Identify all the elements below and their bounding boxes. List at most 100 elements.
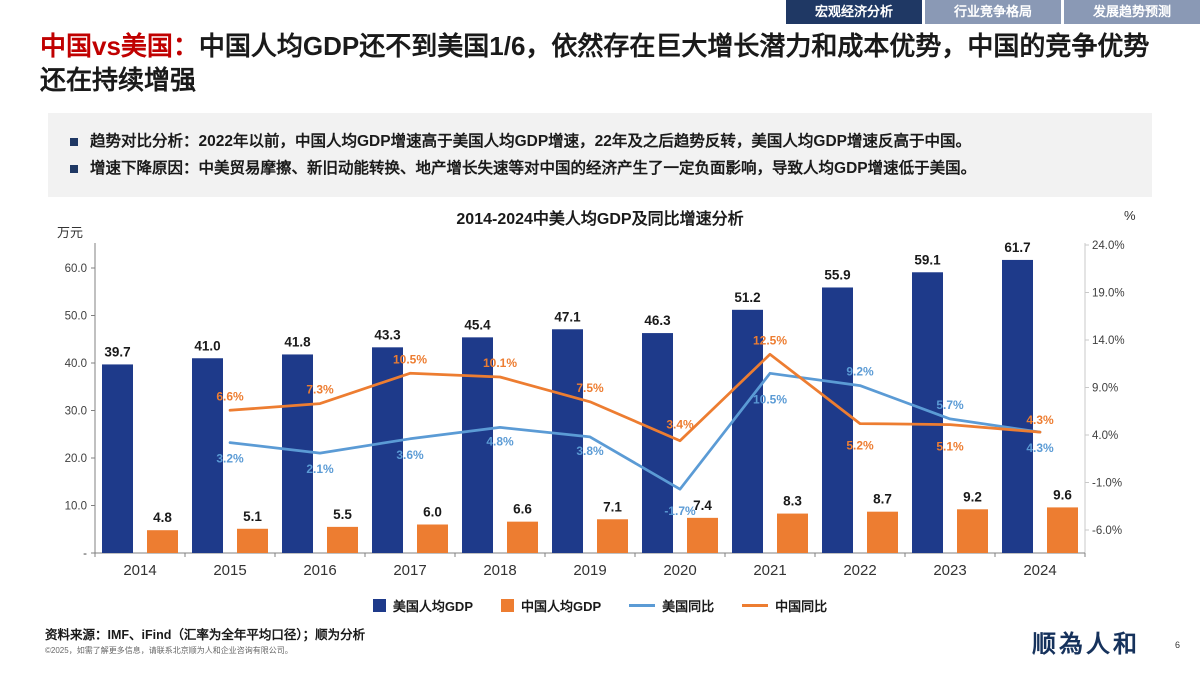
svg-text:12.5%: 12.5%	[753, 333, 787, 347]
tab-trend-forecast[interactable]: 发展趋势预测	[1064, 0, 1200, 24]
svg-text:10.5%: 10.5%	[753, 392, 787, 406]
copyright-note: ©2025，如需了解更多信息，请联系北京顺为人和企业咨询有限公司。	[45, 646, 293, 655]
cn-yoy-line-swatch-icon	[742, 604, 769, 607]
svg-text:3.8%: 3.8%	[576, 444, 604, 458]
title-rest: 中国人均GDP还不到美国1/6，依然存在巨大增长潜力和成本优势，中国的竞争优势还…	[40, 31, 1150, 95]
gdp-combo-chart: 60.0 50.0 40.0 30.0 20.0 10.0 - 24.0% 19.0% 14.0%…	[65, 240, 1125, 579]
svg-text:10.5%: 10.5%	[393, 352, 427, 366]
svg-text:41.8: 41.8	[284, 334, 311, 349]
svg-text:8.3: 8.3	[783, 494, 802, 509]
svg-text:7.5%: 7.5%	[576, 381, 604, 395]
svg-text:59.1: 59.1	[914, 252, 941, 267]
svg-text:-1.7%: -1.7%	[664, 504, 696, 518]
svg-text:50.0: 50.0	[65, 311, 87, 323]
legend-label: 中国人均GDP	[520, 599, 602, 614]
page-title: 中国vs美国：中国人均GDP还不到美国1/6，依然存在巨大增长潜力和成本优势，中…	[40, 30, 1170, 98]
svg-text:5.5: 5.5	[333, 507, 352, 522]
svg-text:9.2: 9.2	[963, 489, 982, 504]
bullet-slowdown-reason: 增速下降原因：中美贸易摩擦、新旧动能转换、地产增长失速等对中国的经济产生了一定负…	[70, 158, 1130, 180]
svg-text:30.0: 30.0	[65, 406, 87, 418]
svg-text:2024: 2024	[1023, 562, 1056, 579]
bullet-square-icon	[70, 164, 78, 173]
svg-text:39.7: 39.7	[104, 344, 130, 359]
svg-text:5.2%: 5.2%	[846, 439, 874, 453]
svg-text:47.1: 47.1	[554, 309, 581, 324]
chart-legend: 美国人均GDP 中国人均GDP 美国同比 中国同比	[0, 596, 1200, 615]
svg-text:2023: 2023	[933, 562, 966, 579]
tab-industry-competition[interactable]: 行业竞争格局	[925, 0, 1061, 24]
bullet-text: 中美贸易摩擦、新旧动能转换、地产增长失速等对中国的经济产生了一定负面影响，导致人…	[198, 159, 977, 177]
svg-text:41.0: 41.0	[194, 338, 220, 353]
legend-label: 中国同比	[775, 599, 828, 614]
legend-item-cn-yoy: 中国同比	[742, 596, 827, 615]
svg-text:2018: 2018	[483, 562, 516, 579]
svg-text:9.2%: 9.2%	[846, 365, 874, 379]
svg-text:14.0%: 14.0%	[1092, 335, 1125, 347]
legend-label: 美国人均GDP	[392, 599, 473, 614]
bullet-square-icon	[70, 138, 78, 146]
nav-tabs: 宏观经济分析 行业竞争格局 发展趋势预测	[786, 0, 1200, 24]
svg-text:7.3%: 7.3%	[306, 383, 334, 397]
svg-text:45.4: 45.4	[464, 317, 491, 332]
legend-item-us-gdp: 美国人均GDP	[372, 596, 473, 615]
svg-text:3.4%: 3.4%	[666, 418, 694, 432]
svg-text:46.3: 46.3	[644, 313, 671, 328]
svg-text:6.0: 6.0	[423, 505, 442, 520]
bullet-lead: 趋势对比分析：	[90, 133, 199, 150]
bullet-trend-comparison: 趋势对比分析：2022年以前，中国人均GDP增速高于美国人均GDP增速，22年及…	[70, 131, 1130, 153]
svg-text:3.6%: 3.6%	[396, 448, 424, 462]
svg-text:55.9: 55.9	[824, 267, 850, 282]
svg-text:-6.0%: -6.0%	[1092, 525, 1122, 537]
svg-text:2020: 2020	[663, 562, 696, 579]
svg-text:20.0: 20.0	[65, 453, 87, 465]
svg-text:-: -	[83, 548, 87, 560]
svg-text:4.8: 4.8	[153, 510, 172, 525]
svg-text:6.6: 6.6	[513, 502, 532, 517]
svg-text:5.7%: 5.7%	[936, 398, 964, 412]
bullet-text-wrap: 趋势对比分析：2022年以前，中国人均GDP增速高于美国人均GDP增速，22年及…	[90, 131, 971, 153]
svg-text:-1.0%: -1.0%	[1092, 478, 1122, 490]
svg-text:9.0%: 9.0%	[1092, 383, 1118, 395]
svg-text:2015: 2015	[213, 562, 246, 579]
svg-text:8.7: 8.7	[873, 492, 892, 507]
bullet-text: 2022年以前，中国人均GDP增速高于美国人均GDP增速，22年及之后趋势反转，…	[198, 133, 972, 150]
svg-text:4.3%: 4.3%	[1026, 413, 1054, 427]
svg-text:2014: 2014	[123, 562, 156, 579]
svg-text:10.1%: 10.1%	[483, 356, 517, 370]
svg-text:4.8%: 4.8%	[486, 434, 514, 448]
shunwei-logo: 顺為人和	[1032, 629, 1140, 658]
legend-label: 美国同比	[662, 599, 715, 614]
svg-text:2019: 2019	[573, 562, 606, 579]
svg-text:4.0%: 4.0%	[1092, 430, 1118, 442]
svg-text:2.1%: 2.1%	[306, 462, 334, 476]
page-number: 6	[1174, 640, 1180, 650]
us-yoy-line-swatch-icon	[629, 604, 656, 607]
chart-title: 2014-2024中美人均GDP及同比增速分析	[456, 211, 744, 228]
title-highlight: 中国vs美国：	[40, 31, 199, 61]
svg-text:2021: 2021	[753, 562, 786, 579]
svg-text:3.2%: 3.2%	[216, 452, 244, 466]
svg-text:7.4: 7.4	[693, 498, 712, 513]
left-axis-unit-label: 万元	[57, 225, 84, 240]
svg-text:40.0: 40.0	[65, 358, 87, 370]
bullet-text-wrap: 增速下降原因：中美贸易摩擦、新旧动能转换、地产增长失速等对中国的经济产生了一定负…	[90, 158, 976, 180]
svg-text:24.0%: 24.0%	[1092, 240, 1125, 252]
svg-text:5.1%: 5.1%	[936, 440, 964, 454]
svg-text:2022: 2022	[843, 562, 876, 579]
svg-text:5.1: 5.1	[243, 509, 262, 524]
svg-text:61.7: 61.7	[1004, 240, 1030, 255]
svg-text:9.6: 9.6	[1053, 487, 1072, 502]
summary-box: 趋势对比分析：2022年以前，中国人均GDP增速高于美国人均GDP增速，22年及…	[48, 113, 1152, 198]
cn-gdp-swatch-icon	[500, 599, 514, 612]
svg-text:51.2: 51.2	[734, 290, 760, 305]
svg-text:10.0: 10.0	[65, 501, 87, 513]
right-axis-unit-label: %	[1124, 208, 1136, 223]
bullet-lead: 增速下降原因：	[90, 159, 199, 177]
svg-text:4.3%: 4.3%	[1026, 441, 1054, 455]
svg-text:19.0%: 19.0%	[1092, 288, 1125, 300]
svg-text:6.6%: 6.6%	[216, 389, 244, 403]
legend-item-us-yoy: 美国同比	[629, 596, 714, 615]
legend-item-cn-gdp: 中国人均GDP	[500, 596, 602, 615]
tab-macro-economy[interactable]: 宏观经济分析	[786, 0, 922, 24]
